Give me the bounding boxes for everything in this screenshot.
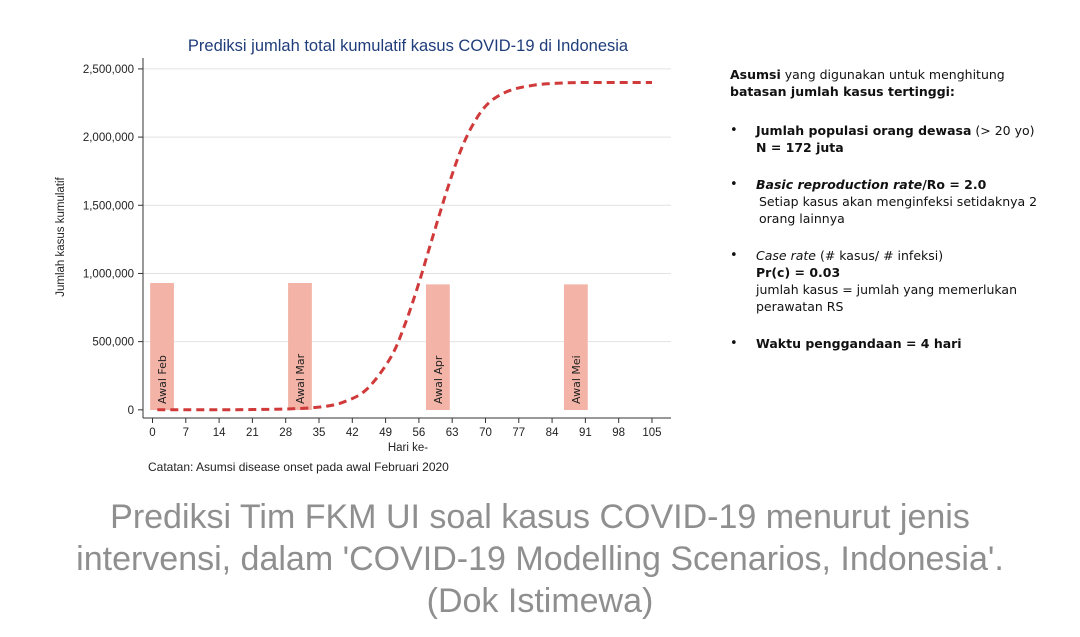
intro-rest: yang digunakan untuk menghitung [780, 67, 1005, 82]
population-value: N = 172 juta [756, 140, 844, 155]
x-tick-label-8: 56 [412, 427, 425, 439]
case-rate-value: Pr(c) = 0.03 [756, 265, 841, 280]
x-tick-label-14: 98 [612, 427, 625, 439]
caption-line-1: Prediksi Tim FKM UI soal kasus COVID-19 … [110, 498, 970, 536]
x-tick-label-5: 35 [313, 427, 326, 439]
caption-line-3: (Dok Istimewa) [426, 582, 654, 620]
x-tick-label-15: 105 [642, 427, 661, 439]
caption-line-2: intervensi, dalam 'COVID-19 Modelling Sc… [76, 540, 1004, 578]
month-band-3 [563, 284, 588, 410]
month-band-label-0: Awal Feb [156, 355, 169, 404]
y-tick-label-3: 1,500,000 [83, 200, 134, 212]
x-tick-label-11: 77 [512, 427, 525, 439]
x-tick-label-4: 28 [279, 427, 292, 439]
x-tick-label-1: 7 [183, 427, 189, 439]
case-rate-rest: (# kasus/ # infeksi) [815, 248, 944, 263]
series-line-0 [157, 80, 652, 412]
x-tick-label-2: 14 [213, 427, 226, 439]
x-tick-label-13: 91 [579, 427, 592, 439]
month-band-label-1: Awal Mar [294, 353, 307, 404]
assumptions-list: Jumlah populasi orang dewasa (> 20 yo) N… [730, 122, 1070, 352]
y-tick-label-0: 0 [128, 405, 134, 417]
case-rate-desc-1: jumlah kasus = jumlah yang memerlukan [756, 282, 1018, 297]
population-label: Jumlah populasi orang dewasa [756, 123, 972, 138]
assumptions-panel: Asumsi yang digunakan untuk menghitung b… [730, 66, 1070, 372]
x-tick-label-6: 42 [346, 427, 359, 439]
intro-bold: Asumsi [730, 67, 781, 82]
x-tick-label-10: 70 [479, 427, 492, 439]
axes: 0 500,000 1,000,000 1,500,000 2,000,000 2,500… [83, 58, 671, 439]
assumption-doubling: Waktu penggandaan = 4 hari [730, 335, 1070, 352]
month-band-label-3: Awal Mei [570, 355, 583, 404]
assumption-ro: Basic reproduction rate/Ro = 2.0 Setiap … [730, 176, 1070, 227]
assumptions-intro: Asumsi yang digunakan untuk menghitung b… [730, 66, 1070, 100]
ro-label: Basic reproduction rate [756, 177, 923, 192]
x-tick-label-9: 63 [446, 427, 459, 439]
x-tick-label-12: 84 [546, 427, 559, 439]
population-rest: (> 20 yo) [971, 123, 1035, 138]
month-band-label-2: Awal Apr [432, 355, 445, 404]
assumption-population: Jumlah populasi orang dewasa (> 20 yo) N… [730, 122, 1070, 156]
chart-footnote: Catatan: Asumsi disease onset pada awal … [148, 460, 449, 474]
x-tick-label-7: 49 [379, 427, 392, 439]
y-tick-label-5: 2,500,000 [83, 64, 134, 76]
intro-line2: batasan jumlah kasus tertinggi: [730, 84, 955, 99]
ro-value: /Ro = 2.0 [922, 177, 987, 192]
series-layer [157, 80, 652, 412]
ro-desc-1: Setiap kasus akan menginfeksi setidaknya… [759, 194, 1038, 209]
case-rate-desc-2: perawatan RS [756, 299, 844, 314]
x-tick-label-0: 0 [149, 427, 155, 439]
month-bands: Awal Feb Awal Mar Awal Apr Awal Mei [150, 283, 588, 410]
assumption-case-rate: Case rate (# kasus/ # infeksi) Pr(c) = 0… [730, 247, 1070, 315]
doubling-label: Waktu penggandaan = 4 hari [756, 336, 962, 351]
y-tick-label-2: 1,000,000 [83, 268, 134, 280]
month-band-2 [426, 284, 450, 410]
x-tick-label-3: 21 [246, 427, 259, 439]
y-tick-label-4: 2,000,000 [83, 132, 134, 144]
month-band-0 [150, 283, 174, 410]
grid-lines [143, 68, 671, 343]
y-tick-label-1: 500,000 [92, 337, 134, 349]
photo-caption: Prediksi Tim FKM UI soal kasus COVID-19 … [0, 496, 1080, 622]
x-axis-label: Hari ke- [388, 442, 428, 454]
chart-title: Prediksi jumlah total kumulatif kasus CO… [188, 37, 629, 55]
ro-desc-2: orang lainnya [759, 211, 845, 226]
y-axis-label: Jumlah kasus kumulatif [55, 176, 67, 296]
month-band-1 [288, 283, 312, 410]
covid-prediction-chart: Prediksi jumlah total kumulatif kasus CO… [55, 37, 671, 474]
case-rate-label: Case rate [756, 248, 816, 263]
